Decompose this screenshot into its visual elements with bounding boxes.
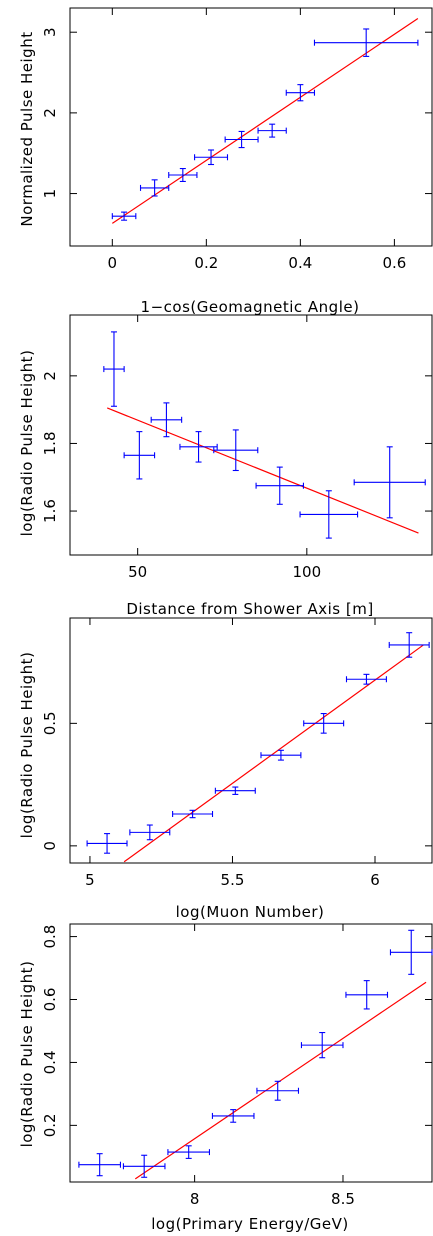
panel-1-point-0 — [103, 331, 125, 407]
panel-0-point-5 — [257, 123, 287, 138]
panel-2-point-0 — [86, 833, 128, 854]
panel-1-ylabel: log(Radio Pulse Height) — [18, 350, 36, 537]
panel-0-ytick-label-0: 1 — [41, 189, 59, 199]
panel-2-point-4 — [260, 749, 302, 761]
panel-1-xlabel: Distance from Shower Axis [m] — [126, 600, 373, 618]
panel-1-xtick-label-0: 50 — [128, 563, 147, 581]
panel-1-ytick-label-2: 2 — [41, 371, 59, 381]
panel-3-point-0 — [78, 1153, 121, 1177]
panel-2-xtick-label-1: 5.5 — [221, 871, 245, 889]
panel-0-xtick-label-0: 0 — [108, 254, 118, 272]
panel-2-ylabel: log(Radio Pulse Height) — [18, 652, 36, 839]
panel-0-point-1 — [139, 179, 170, 197]
panel-1-point-3 — [179, 431, 218, 463]
panel-2-point-2 — [172, 809, 214, 819]
panel-3-ylabel: log(Radio Pulse Height) — [18, 961, 36, 1148]
panel-0-xtick-label-3: 0.6 — [382, 254, 406, 272]
panel-1-ytick-label-1: 1.8 — [41, 432, 59, 456]
panel-0-xtick-label-2: 0.4 — [288, 254, 312, 272]
panel-0-frame — [69, 7, 433, 247]
panel-0-point-3 — [194, 149, 229, 166]
panel-3-point-7 — [389, 929, 433, 975]
panel-0-point-4 — [224, 130, 259, 149]
panel-2-point-1 — [129, 824, 171, 841]
panel-2-point-6 — [345, 673, 387, 685]
panel-2-ytick-label-1: 0.5 — [41, 711, 59, 735]
panel-1-point-1 — [123, 431, 156, 480]
panel-3-point-2 — [167, 1145, 211, 1159]
panel-3-ytick-label-1: 0.4 — [41, 1051, 59, 1075]
panel-0-xtick-label-1: 0.2 — [194, 254, 218, 272]
panel-2-point-5 — [303, 712, 345, 734]
panel-1-point-5 — [255, 466, 304, 505]
panel-0-point-7 — [313, 28, 419, 57]
panel-3-point-3 — [211, 1109, 255, 1123]
panel-2-xtick-label-2: 6 — [370, 871, 380, 889]
panel-3-ytick-label-3: 0.8 — [41, 925, 59, 949]
panel-0-ytick-label-1: 2 — [41, 108, 59, 118]
panel-3-point-4 — [256, 1080, 300, 1101]
panel-1-point-2 — [150, 402, 183, 438]
panel-1-frame — [69, 314, 433, 556]
panel-3-ytick-label-2: 0.6 — [41, 988, 59, 1012]
panel-1-point-6 — [299, 490, 359, 539]
panel-3-xlabel: log(Primary Energy/GeV) — [151, 1215, 348, 1233]
panel-0-point-6 — [285, 84, 316, 102]
panel-3-point-1 — [122, 1154, 166, 1178]
panel-1-point-4 — [213, 429, 259, 472]
panel-0-point-2 — [168, 167, 198, 183]
panel-3-fit-line — [134, 981, 427, 1180]
panel-3-xtick-label-1: 8.5 — [331, 1190, 355, 1208]
panel-2-point-3 — [214, 786, 256, 795]
panel-3-frame — [69, 923, 433, 1183]
panel-2-xtick-label-0: 5 — [85, 871, 95, 889]
panel-1-point-7 — [353, 446, 426, 519]
panel-0-ytick-label-2: 3 — [41, 27, 59, 37]
panel-2-ytick-label-0: 0 — [41, 841, 59, 851]
panel-3-ytick-label-0: 0.2 — [41, 1113, 59, 1137]
panel-muon-number: log(Muon Number) log(Radio Pulse Height)… — [18, 617, 433, 921]
panel-0-point-0 — [111, 211, 137, 221]
panel-3-point-6 — [345, 980, 389, 1010]
panel-1-xtick-label-1: 100 — [293, 563, 322, 581]
panel-primary-energy: log(Primary Energy/GeV) log(Radio Pulse … — [18, 923, 433, 1233]
panel-2-xlabel: log(Muon Number) — [176, 903, 325, 921]
panel-3-point-5 — [300, 1031, 344, 1059]
panel-2-fit-line — [123, 644, 424, 863]
panel-0-fit-line — [111, 17, 419, 224]
panel-1-ytick-label-0: 1.6 — [41, 499, 59, 523]
panel-0-ylabel: Normalized Pulse Height — [18, 31, 36, 226]
panel-3-xtick-label-0: 8 — [190, 1190, 200, 1208]
panel-2-frame — [69, 617, 433, 864]
panel-1-fit-line — [106, 407, 419, 534]
panel-geomagnetic-angle: 1−cos(Geomagnetic Angle) Normalized Puls… — [18, 7, 433, 316]
panel-shower-distance: Distance from Shower Axis [m] log(Radio … — [18, 314, 433, 618]
panel-2-point-7 — [388, 632, 430, 658]
panel-0-xlabel: 1−cos(Geomagnetic Angle) — [141, 298, 360, 316]
